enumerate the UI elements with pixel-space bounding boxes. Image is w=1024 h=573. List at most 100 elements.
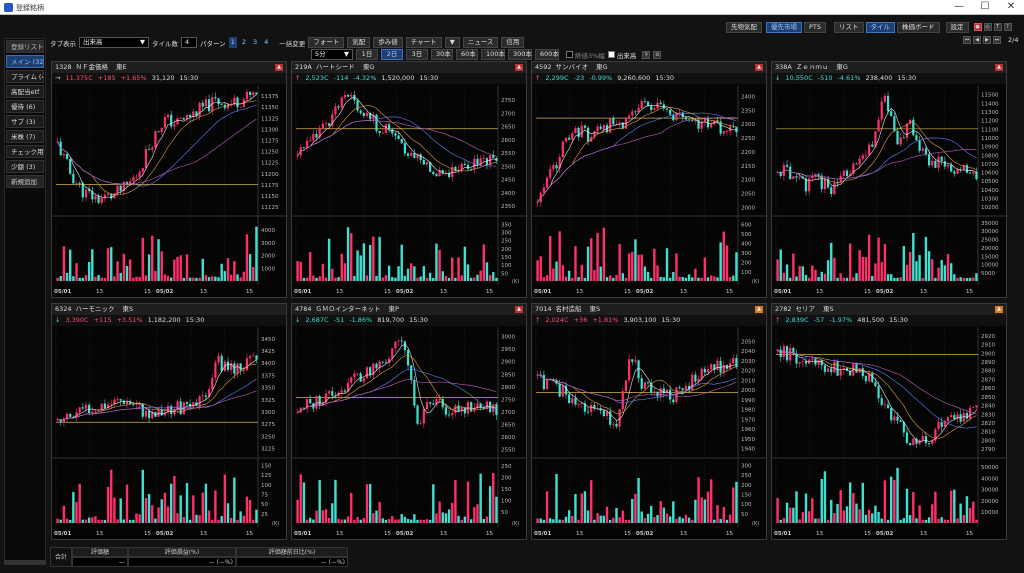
- period-60-button[interactable]: 60本: [456, 49, 478, 60]
- price-chart[interactable]: 2920 2910 2900 2890 2880 2870 2860 2850 2840 2830…: [772, 327, 1006, 539]
- tick-button[interactable]: 歩み値: [373, 37, 403, 48]
- tab-display-select[interactable]: 出来高 ▼: [79, 37, 149, 48]
- stock-name[interactable]: ＧＭＯインターネット: [315, 305, 381, 313]
- stock-tile[interactable]: 6324 ハーモニック 東S ↓ 3,390C +115 +3.51% 1,182,200 15…: [51, 303, 287, 540]
- board-view-button[interactable]: 株価ボード: [897, 21, 940, 33]
- timeframe-select[interactable]: 5分 ▼: [311, 49, 353, 60]
- quote-button[interactable]: 気配: [347, 37, 371, 48]
- candle: [403, 341, 406, 351]
- first-page-icon[interactable]: ⏮: [963, 36, 971, 44]
- sidebar-item-small[interactable]: 少額 (3): [6, 160, 44, 173]
- chart-button[interactable]: チャート: [405, 37, 442, 48]
- stock-tile[interactable]: 338A Ｚｅｎｍｕ 東G ▲ ↓ 10,550C -510 -4.61% 238,400 15:…: [771, 61, 1007, 298]
- prev-page-icon[interactable]: ◀: [973, 36, 981, 44]
- stock-name[interactable]: Ｚｅｎｍｕ: [795, 63, 829, 71]
- maximize-button[interactable]: ☐: [980, 1, 990, 12]
- help-icon[interactable]: ?: [1003, 23, 1012, 31]
- period-2d-button[interactable]: 2日: [381, 49, 403, 60]
- tile-alert-icon[interactable]: ▲: [995, 306, 1003, 313]
- chart-dropdown-icon[interactable]: ▼: [444, 37, 460, 48]
- volume-bar: [886, 274, 890, 281]
- quote-time: 15:30: [409, 316, 428, 324]
- pattern-3-button[interactable]: 3: [252, 38, 258, 46]
- stock-name[interactable]: ハーモニック: [75, 305, 115, 313]
- volume-bar: [122, 253, 126, 281]
- pattern-1-button[interactable]: 1: [228, 37, 237, 48]
- text-size-icon[interactable]: T: [993, 23, 1002, 31]
- sidebar-item-high-dividend[interactable]: 高配当etf: [6, 85, 44, 98]
- sidebar-header[interactable]: 登録リスト: [6, 40, 44, 53]
- sidebar-item-benefits[interactable]: 優待 (6): [6, 100, 44, 113]
- preferred-market-button[interactable]: 優先市場: [766, 21, 802, 33]
- period-600-button[interactable]: 600本: [535, 49, 559, 60]
- stock-tile[interactable]: 7014 名村造船 東S ▲ ↑ 2,024C +36 +1.81% 3,903,100 15:3…: [531, 303, 767, 540]
- stock-tile[interactable]: 2782 セリア 東S ▲ ↑ 2,839C -57 -1.97% 481,500 15:30 29…: [771, 303, 1007, 540]
- sidebar-item-sub[interactable]: サブ (3): [6, 115, 44, 128]
- stock-tile[interactable]: 219A ハートシード 東G ▲ ↑ 2,523C -114 -4.32% 1,520,000 1…: [291, 61, 527, 298]
- margin-button[interactable]: 信用: [501, 37, 525, 48]
- volume-bar: [659, 276, 662, 281]
- settings-button[interactable]: 設定: [945, 21, 969, 33]
- price-chart[interactable]: 2400 2350 2300 2250 2200 2150 2100 2050 2000 600 5…: [532, 85, 766, 297]
- volume-check[interactable]: 出来高: [607, 50, 636, 60]
- news-button[interactable]: ニュース: [462, 37, 499, 48]
- volume-tick-label: 10000: [981, 510, 999, 516]
- tile-alert-icon[interactable]: ▲: [995, 64, 1003, 71]
- last-page-icon[interactable]: ⏭: [993, 36, 1001, 44]
- price-chart[interactable]: 3450 3425 3400 3375 3350 3325 3300 3275 3250 3225…: [52, 327, 286, 539]
- sidebar-item-main[interactable]: メイン (32): [6, 55, 44, 68]
- sidebar-item-prime[interactable]: プライム (4: [6, 70, 44, 83]
- zoom-icon[interactable]: ⚲: [642, 50, 651, 59]
- market-label: 東G: [362, 63, 375, 71]
- price-chart[interactable]: 11500 11400 11300 11200 11100 11000 10900 10800…: [772, 85, 1006, 297]
- candle: [391, 129, 394, 134]
- stock-name[interactable]: 名村造船: [555, 305, 582, 313]
- pts-button[interactable]: PTS: [804, 21, 827, 33]
- tile-count-select[interactable]: 4: [181, 37, 197, 48]
- volume-bar: [908, 251, 912, 281]
- period-3d-button[interactable]: 3日: [406, 49, 428, 60]
- period-30-button[interactable]: 30本: [431, 49, 453, 60]
- close-range-check[interactable]: 終値3%幅: [566, 50, 605, 60]
- alert-icon[interactable]: ●: [973, 23, 982, 31]
- tile-alert-icon[interactable]: ▲: [755, 64, 763, 71]
- period-300-button[interactable]: 300本: [508, 49, 532, 60]
- stock-tile[interactable]: 1328 ＮＦ金価格 東E ▲ → 11,375C +185 +1.65% 31,120 15:3…: [51, 61, 287, 298]
- candle: [602, 125, 605, 129]
- tile-alert-icon[interactable]: ▲: [515, 306, 523, 313]
- period-1d-button[interactable]: 1日: [356, 49, 378, 60]
- stock-name[interactable]: サンバイオ: [555, 63, 589, 71]
- minimize-button[interactable]: —: [954, 1, 964, 12]
- tile-view-button[interactable]: タイル: [865, 21, 895, 33]
- sidebar-scrollbar[interactable]: [4, 560, 46, 565]
- sidebar-item-check[interactable]: チェック用 (1: [6, 145, 44, 158]
- stock-name[interactable]: ハートシード: [315, 63, 355, 71]
- price-chart[interactable]: 2750 2700 2650 2600 2550 2500 2450 2400 2350 350 3…: [292, 85, 526, 297]
- tile-alert-icon[interactable]: ▲: [755, 306, 763, 313]
- close-button[interactable]: ✕: [1006, 1, 1016, 12]
- stock-tile[interactable]: 4592 サンバイオ 東G ▲ ↑ 2,299C -23 -0.99% 9,260,600 15:…: [531, 61, 767, 298]
- price-chart[interactable]: 11375 11350 11325 11300 11275 11250 11225 11200…: [52, 85, 286, 297]
- list-view-button[interactable]: リスト: [834, 21, 864, 33]
- stock-tile[interactable]: 4784 ＧＭＯインターネット 東P ▲ ↓ 2,687C -51 -1.86% 819,700…: [291, 303, 527, 540]
- tile-alert-icon[interactable]: ▲: [275, 64, 283, 71]
- volume-bar: [836, 277, 839, 281]
- volume-bar: [457, 515, 460, 523]
- reset-icon[interactable]: ⊘: [653, 50, 662, 59]
- sidebar-add-button[interactable]: 新規追加: [6, 175, 44, 188]
- fort-button[interactable]: フォート: [308, 37, 345, 48]
- volume-bar: [318, 276, 321, 281]
- candle: [457, 405, 460, 412]
- stock-name[interactable]: ＮＦ金価格: [75, 63, 109, 71]
- stock-name[interactable]: セリア: [795, 305, 816, 313]
- futures-quote-button[interactable]: 先物気配: [726, 21, 762, 33]
- pattern-4-button[interactable]: 4: [264, 38, 269, 46]
- next-page-icon[interactable]: ▶: [983, 36, 991, 44]
- refresh-icon[interactable]: ◎: [983, 23, 992, 31]
- period-100-button[interactable]: 100本: [481, 49, 505, 60]
- pattern-2-button[interactable]: 2: [241, 38, 246, 46]
- tile-alert-icon[interactable]: ▲: [515, 64, 523, 71]
- price-chart[interactable]: 2050 2040 2030 2020 2010 2000 1990 1980 1970 1960…: [532, 327, 766, 539]
- price-chart[interactable]: 3000 2950 2900 2850 2800 2750 2700 2650 2600 2550…: [292, 327, 526, 539]
- sidebar-item-us-stocks[interactable]: 米株 (7): [6, 130, 44, 143]
